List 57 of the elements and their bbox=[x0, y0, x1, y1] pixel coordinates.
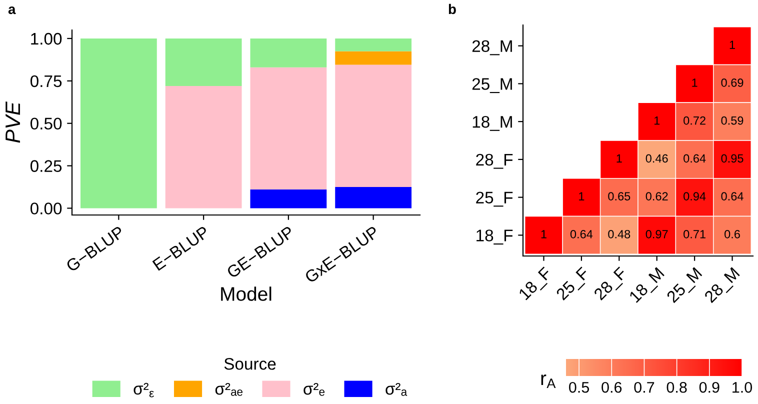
data-label: 0.64 bbox=[570, 230, 593, 238]
legend-label: σ²ₐₑ bbox=[215, 383, 242, 396]
data-label: 0.46 bbox=[646, 154, 668, 163]
bar bbox=[165, 86, 242, 208]
color-bar-label: 0.6 bbox=[602, 382, 622, 393]
color-bar-label: 0.9 bbox=[699, 382, 720, 393]
data-label: 0.69 bbox=[721, 78, 744, 87]
data-label: 0.59 bbox=[721, 116, 744, 125]
y-tick-label: 28_F bbox=[476, 154, 513, 169]
data-label: 1 bbox=[692, 78, 698, 87]
legend-title: Source bbox=[224, 358, 276, 370]
data-label: 1 bbox=[616, 154, 622, 162]
bar bbox=[250, 38, 327, 68]
data-label: 1 bbox=[730, 40, 735, 49]
y-axis-title: PVE bbox=[6, 101, 20, 143]
x-axis-title: Model bbox=[221, 286, 272, 301]
y-tick-label: 25_F bbox=[476, 192, 513, 207]
bar bbox=[250, 67, 327, 190]
data-label: 0.64 bbox=[721, 192, 744, 200]
text: b bbox=[448, 4, 456, 14]
legend-label: σ²ₑ bbox=[304, 383, 325, 396]
bar bbox=[335, 38, 412, 52]
legend-label: σ²$_{ε}$ bbox=[134, 382, 154, 398]
color-bar-label: 0.7 bbox=[634, 382, 654, 393]
data-label: 0.48 bbox=[608, 230, 630, 238]
text: a bbox=[8, 6, 16, 14]
data-label: 0.94 bbox=[684, 192, 706, 200]
bar bbox=[335, 51, 412, 65]
y-tick-label: 18_M bbox=[472, 116, 512, 131]
legend-label: σ²ₐ bbox=[386, 383, 408, 396]
color-bar-label: 0.5 bbox=[569, 382, 590, 393]
data-label: 0.72 bbox=[684, 116, 706, 125]
data-label: 1 bbox=[541, 230, 546, 238]
data-label: 0.62 bbox=[646, 192, 668, 200]
y-tick-label: 1.00 bbox=[31, 32, 62, 45]
bar bbox=[335, 64, 412, 187]
y-tick-label: 0.25 bbox=[30, 160, 62, 172]
data-label: 0.64 bbox=[684, 154, 706, 163]
y-tick-label: 28_M bbox=[472, 40, 512, 56]
y-tick-label: 0.50 bbox=[30, 118, 62, 130]
data-label: 1 bbox=[654, 116, 660, 125]
bar bbox=[250, 190, 327, 208]
bar bbox=[335, 186, 412, 208]
data-label: 0.95 bbox=[721, 154, 744, 163]
color-bar-label: 0.8 bbox=[666, 382, 687, 393]
data-label: 0.71 bbox=[684, 230, 706, 238]
color-bar-label: 1.0 bbox=[732, 382, 752, 393]
color-bar-title: r$_{A}$ bbox=[541, 374, 556, 388]
y-tick-label: 0.00 bbox=[30, 202, 62, 214]
data-label: 0.97 bbox=[646, 230, 668, 238]
y-tick-label: 0.75 bbox=[30, 75, 62, 88]
data-label: 0.6 bbox=[724, 230, 740, 238]
bar bbox=[165, 38, 242, 86]
y-tick-label: 25_M bbox=[472, 78, 512, 94]
data-label: 0.65 bbox=[608, 192, 630, 200]
data-label: 1 bbox=[579, 192, 584, 200]
bar bbox=[80, 38, 157, 208]
